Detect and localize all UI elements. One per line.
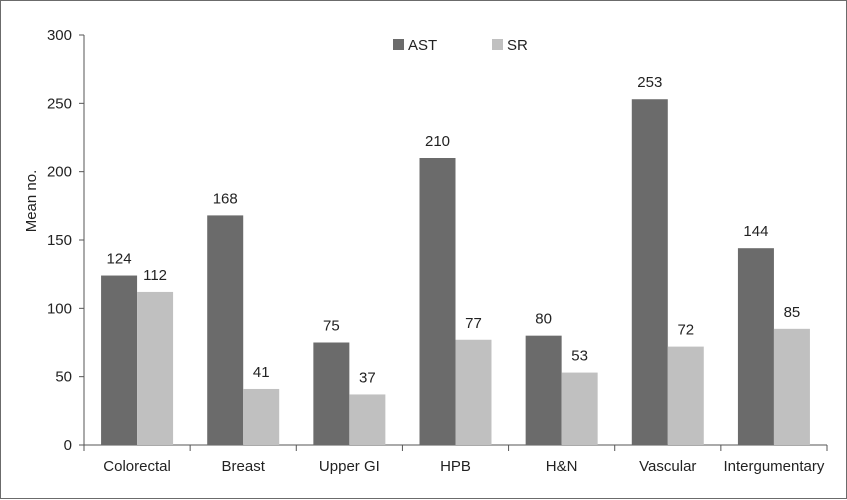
data-label: 53 (571, 348, 588, 365)
data-label: 253 (637, 74, 662, 91)
y-tick-label: 250 (47, 95, 72, 112)
x-category-label: Vascular (639, 458, 696, 475)
data-label: 85 (784, 304, 801, 321)
bar-sr (455, 339, 492, 445)
legend-label-ast: AST (408, 37, 437, 54)
x-category-label: HPB (440, 458, 471, 475)
bar-ast (631, 99, 668, 445)
data-label: 77 (465, 315, 482, 332)
bar-sr (243, 388, 280, 445)
y-tick-label: 100 (47, 300, 72, 317)
x-category-label: H&N (546, 458, 578, 475)
legend-label-sr: SR (507, 37, 528, 54)
bar-ast (737, 248, 774, 445)
y-axis-label: Mean no. (23, 170, 40, 233)
legend-swatch-ast (393, 39, 404, 50)
bar-sr (349, 394, 386, 445)
y-tick-label: 0 (64, 437, 72, 454)
data-label: 168 (213, 190, 238, 207)
data-label: 112 (143, 267, 167, 284)
x-category-label: Colorectal (103, 458, 171, 475)
data-label: 210 (425, 133, 450, 150)
legend: AST SR (393, 37, 528, 54)
bar-ast (207, 215, 244, 445)
bar-sr (773, 328, 810, 445)
y-tick-label: 300 (47, 27, 72, 44)
y-tick-label: 200 (47, 164, 72, 181)
y-tick-label: 50 (55, 369, 72, 386)
bar-ast (525, 335, 562, 445)
data-labels: 124 112 168 41 75 37 210 77 80 53 253 72 144 85 (107, 74, 801, 386)
bar-ast (313, 342, 350, 445)
legend-swatch-sr (492, 39, 503, 50)
data-label: 75 (323, 318, 340, 335)
bar-ast (101, 275, 138, 445)
bar-sr (667, 346, 704, 445)
bars (101, 99, 810, 445)
data-label: 41 (253, 364, 270, 381)
data-label: 80 (535, 311, 552, 328)
data-label: 72 (677, 322, 694, 339)
x-category-label: Upper GI (319, 458, 380, 475)
x-category-label: Intergumentary (723, 458, 824, 475)
data-label: 144 (743, 223, 768, 240)
data-label: 124 (107, 251, 132, 268)
bar-ast (419, 158, 456, 445)
x-category-label: Breast (222, 458, 266, 475)
data-label: 37 (359, 369, 376, 386)
axes: 0 50 100 150 200 250 300 Colorectal Breast Upper … (47, 27, 828, 475)
bar-sr (561, 372, 598, 445)
y-tick-label: 150 (47, 232, 72, 249)
bar-sr (137, 291, 174, 445)
